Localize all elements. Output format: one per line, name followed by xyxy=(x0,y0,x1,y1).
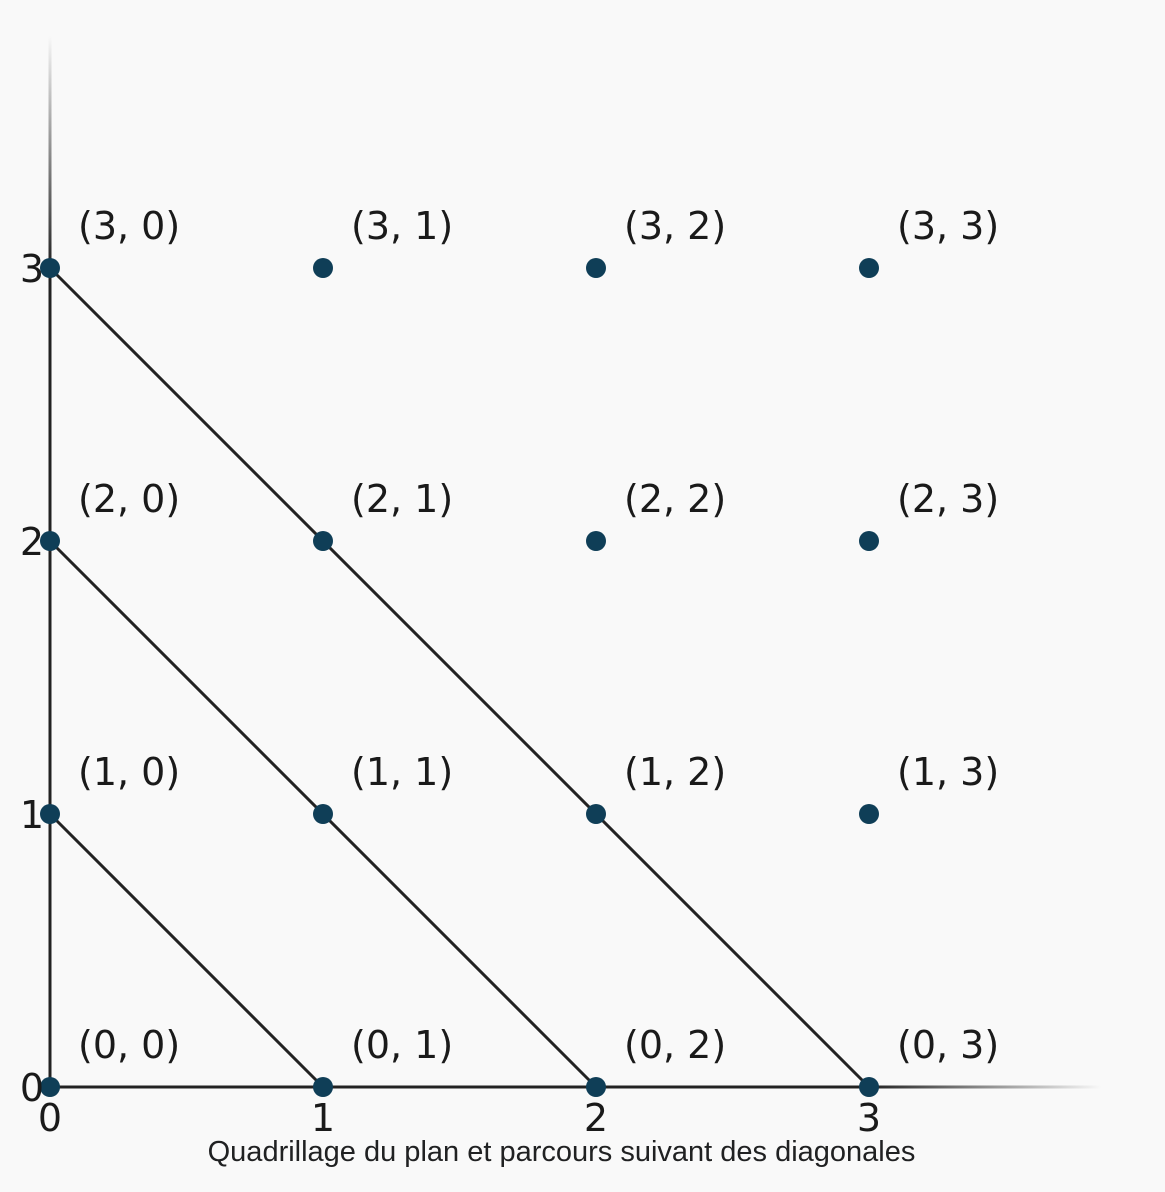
y-tick-label: 1 xyxy=(20,793,44,837)
point-label: (1, 1) xyxy=(351,750,453,794)
grid-point xyxy=(40,258,60,278)
y-tick-label: 2 xyxy=(20,520,44,564)
point-label: (0, 1) xyxy=(351,1023,453,1067)
point-label: (3, 0) xyxy=(78,204,180,248)
axes xyxy=(48,35,1102,1089)
grid-point xyxy=(586,531,606,551)
grid-point xyxy=(40,1077,60,1097)
grid-point xyxy=(40,804,60,824)
grid-point xyxy=(859,258,879,278)
points xyxy=(40,258,879,1097)
point-label: (1, 2) xyxy=(624,750,726,794)
grid-point xyxy=(40,531,60,551)
grid-point xyxy=(859,804,879,824)
grid-point xyxy=(859,531,879,551)
diagonal-line xyxy=(48,812,325,1089)
point-label: (2, 1) xyxy=(351,477,453,521)
y-axis-line xyxy=(48,35,52,1088)
point-label: (2, 3) xyxy=(897,477,999,521)
grid-point xyxy=(586,804,606,824)
grid-point xyxy=(313,804,333,824)
diagonal-line xyxy=(48,266,871,1089)
grid-point xyxy=(586,258,606,278)
point-label: (2, 2) xyxy=(624,477,726,521)
grid-point xyxy=(313,531,333,551)
point-label: (0, 0) xyxy=(78,1023,180,1067)
point-label: (3, 2) xyxy=(624,204,726,248)
x-tick-label: 0 xyxy=(38,1096,62,1135)
point-label: (1, 3) xyxy=(897,750,999,794)
grid-point xyxy=(313,1077,333,1097)
point-label: (3, 1) xyxy=(351,204,453,248)
grid-point xyxy=(586,1077,606,1097)
point-label: (0, 2) xyxy=(624,1023,726,1067)
grid-diagonal-plot: (0, 0) (0, 1) (0, 2) (0, 3) (1, 0) (1, 1) (1, … xyxy=(20,35,1102,1135)
point-label: (1, 0) xyxy=(78,750,180,794)
x-tick-label: 1 xyxy=(311,1096,335,1135)
tick-labels: 0 1 2 3 0 1 2 3 xyxy=(20,247,881,1135)
x-tick-label: 2 xyxy=(584,1096,608,1135)
grid-point xyxy=(859,1077,879,1097)
x-axis-line xyxy=(50,1085,1102,1089)
figure-caption: Quadrillage du plan et parcours suivant … xyxy=(207,1136,916,1168)
diagonal-lines xyxy=(48,266,871,1089)
point-labels: (0, 0) (0, 1) (0, 2) (0, 3) (1, 0) (1, 1) (1, … xyxy=(78,204,999,1067)
y-tick-label: 0 xyxy=(20,1066,44,1110)
point-label: (3, 3) xyxy=(897,204,999,248)
point-label: (0, 3) xyxy=(897,1023,999,1067)
y-tick-label: 3 xyxy=(20,247,44,291)
grid-point xyxy=(313,258,333,278)
point-label: (2, 0) xyxy=(78,477,180,521)
x-tick-label: 3 xyxy=(857,1096,881,1135)
grid-lines xyxy=(50,35,1102,1087)
